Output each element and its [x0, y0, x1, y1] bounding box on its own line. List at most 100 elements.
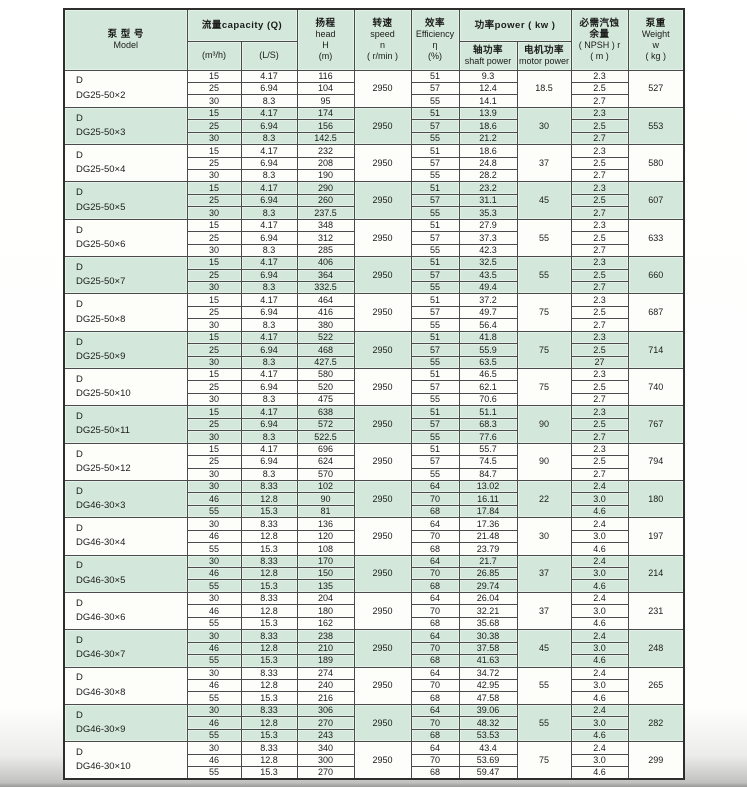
npsh-cell: 2.4: [570, 517, 629, 531]
pump-group: D DG25-50×10 15 4.17 580 2950 51 46.5 75 2.3 740 25…: [63, 367, 685, 407]
efficiency-cell: 51: [410, 256, 460, 270]
shaft-power-cell: 29.74: [458, 579, 518, 593]
table-row: D DG46-30×5 30 8.33 170 2950 64 21.7 37 2.4 214: [63, 554, 685, 593]
pump-group: D DG46-30×9 30 8.33 306 2950 64 39.06 55 2.4 282 46…: [63, 703, 685, 743]
shaft-power-cell: 30.38: [458, 629, 518, 643]
table-header: 泵 型 号 Model 流量capacity (Q) 扬程 head H (m)…: [63, 8, 685, 71]
head-cell: 270: [296, 716, 355, 730]
flow-ls-cell: 15.3: [240, 654, 298, 668]
motor-power-cell: 75: [516, 330, 572, 370]
efficiency-cell: 70: [410, 753, 460, 768]
efficiency-cell: 51: [410, 69, 460, 83]
npsh-cell: 3.0: [570, 492, 629, 506]
shaft-power-cell: 26.85: [458, 566, 518, 581]
speed-cell: 2950: [353, 106, 412, 146]
shaft-power-cell: 55.9: [458, 343, 518, 357]
shaft-power-cell: 53.53: [458, 728, 518, 743]
npsh-cell: 2.7: [570, 392, 629, 407]
speed-cell: 2950: [353, 293, 412, 332]
motor-power-cell: 30: [516, 106, 572, 146]
shaft-power-cell: 21.7: [458, 554, 518, 569]
table-row: 46 12.8 300 70 53.69 3.0: [64, 753, 684, 768]
flow-ls-cell: 4.17: [240, 293, 298, 307]
efficiency-cell: 55: [410, 243, 460, 258]
shaft-power-cell: 13.9: [458, 106, 518, 121]
table-row: D DG25-50×5 15 4.17 290 2950 51 23.2 45 2.3 607: [63, 181, 685, 220]
weight-cell: 231: [627, 591, 685, 631]
flow-ls-cell: 4.17: [240, 442, 298, 457]
efficiency-cell: 70: [410, 529, 460, 544]
flow-m3h-cell: 15: [186, 181, 242, 195]
table-row: D DG25-50×8 15 4.17 464 2950 51 37.2 75 2.3 687: [63, 293, 685, 332]
npsh-cell: 4.6: [570, 616, 629, 631]
flow-m3h-cell: 25: [186, 193, 242, 208]
flow-m3h-cell: 30: [186, 94, 242, 108]
pump-group: D DG46-30×5 30 8.33 170 2950 64 21.7 37 2.4 214 46 1…: [63, 554, 685, 593]
motor-power-cell: 22: [516, 479, 572, 519]
efficiency-cell: 57: [410, 231, 460, 245]
flow-ls-cell: 8.3: [240, 168, 298, 183]
npsh-cell: 2.3: [570, 442, 629, 457]
flow-m3h-cell: 55: [186, 579, 242, 593]
shaft-power-cell: 51.1: [458, 405, 518, 419]
efficiency-cell: 57: [410, 417, 460, 432]
npsh-cell: 2.7: [570, 243, 629, 258]
npsh-cell: 3.0: [570, 529, 629, 544]
flow-m3h-cell: 25: [186, 119, 242, 133]
flow-ls-cell: 6.94: [240, 343, 298, 357]
flow-m3h-cell: 30: [186, 703, 242, 718]
flow-m3h-cell: 30: [186, 243, 242, 258]
shaft-power-cell: 35.68: [458, 616, 518, 631]
shaft-power-cell: 46.5: [458, 367, 518, 382]
shaft-power-cell: 47.58: [458, 691, 518, 705]
efficiency-cell: 70: [410, 678, 460, 693]
pump-group: D DG46-30×10 30 8.33 340 2950 64 43.4 75 2.4 299 46…: [63, 741, 685, 780]
efficiency-cell: 55: [410, 206, 460, 220]
efficiency-cell: 57: [410, 119, 460, 133]
flow-ls-cell: 8.3: [240, 318, 298, 332]
weight-cell: 214: [627, 554, 685, 593]
table-row: D DG25-50×6 15 4.17 348 2950 51 27.9 55 2.3 633: [63, 218, 685, 258]
speed-cell: 2950: [353, 703, 412, 743]
npsh-cell: 2.4: [570, 591, 629, 606]
table-row: 30 8.3 237.5 55 35.3 2.7: [64, 206, 684, 220]
efficiency-cell: 55: [410, 467, 460, 481]
flow-ls-cell: 15.3: [240, 728, 298, 743]
weight-cell: 687: [627, 293, 685, 332]
model-cell: D DG25-50×11: [63, 405, 188, 444]
npsh-cell: 2.5: [570, 119, 629, 133]
model-cell: D DG25-50×4: [63, 144, 188, 183]
npsh-cell: 3.0: [570, 716, 629, 730]
head-cell: 135: [296, 579, 355, 593]
flow-ls-cell: 15.3: [240, 616, 298, 631]
flow-m3h-cell: 30: [186, 479, 242, 494]
table-row: 55 15.3 243 68 53.53 4.6: [64, 728, 684, 743]
head-cell: 638: [296, 405, 355, 419]
flow-m3h-cell: 25: [186, 455, 242, 469]
efficiency-cell: 57: [410, 193, 460, 208]
table-row: 25 6.94 312 57 37.3 2.5: [64, 231, 684, 245]
head-cell: 270: [296, 765, 355, 780]
efficiency-cell: 68: [410, 765, 460, 780]
weight-cell: 180: [627, 479, 685, 519]
efficiency-cell: 51: [410, 181, 460, 195]
flow-m3h-cell: 55: [186, 504, 242, 519]
npsh-cell: 2.3: [570, 293, 629, 307]
table-row: D DG46-30×10 30 8.33 340 2950 64 43.4 75 2.4 299: [63, 741, 685, 780]
npsh-cell: 3.0: [570, 566, 629, 581]
head-cell: 572: [296, 417, 355, 432]
col-header-flow-m3h: (m³/h): [186, 40, 242, 71]
efficiency-cell: 55: [410, 168, 460, 183]
col-header-capacity: 流量capacity (Q): [186, 8, 298, 42]
npsh-cell: 2.7: [570, 467, 629, 481]
weight-cell: 767: [627, 405, 685, 444]
motor-power-cell: 75: [516, 741, 572, 780]
flow-ls-cell: 4.17: [240, 144, 298, 158]
head-cell: 162: [296, 616, 355, 631]
head-cell: 570: [296, 467, 355, 481]
flow-m3h-cell: 55: [186, 728, 242, 743]
npsh-cell: 4.6: [570, 728, 629, 743]
shaft-power-cell: 49.7: [458, 305, 518, 320]
shaft-power-cell: 16.11: [458, 492, 518, 506]
table-row: 25 6.94 156 57 18.6 2.5: [64, 119, 684, 133]
